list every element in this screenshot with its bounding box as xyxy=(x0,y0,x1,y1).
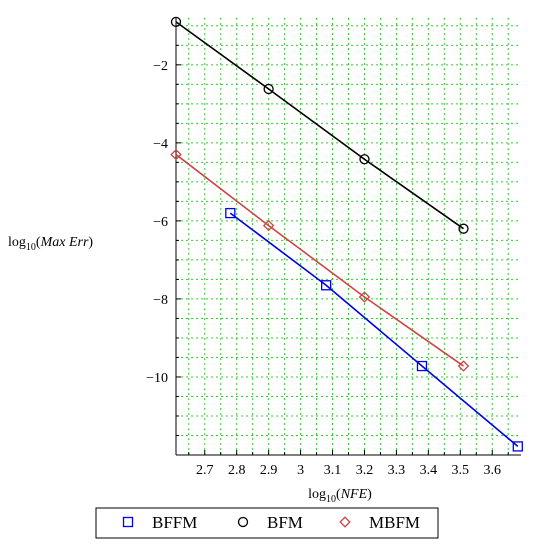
marker-diamond xyxy=(457,360,470,372)
marker-square xyxy=(416,360,428,372)
marker-circle xyxy=(359,154,370,165)
y-ticks: −2 −4 −6 −8 −10 xyxy=(146,25,181,436)
y-tick-label: −10 xyxy=(146,371,168,386)
marker-circle xyxy=(458,223,469,234)
marker-diamond xyxy=(170,148,182,161)
legend-label-bfm: BFM xyxy=(267,513,303,532)
grid xyxy=(176,18,521,455)
x-axis-label: log10(NFE) xyxy=(308,487,372,505)
marker-diamond xyxy=(358,291,371,303)
legend-label-mbfm: MBFM xyxy=(369,513,420,532)
x-tick-label: 2.9 xyxy=(260,463,278,478)
x-ticks: 2.7 2.8 2.9 3 3.1 3.2 3.3 3.4 3.5 3.6 xyxy=(188,450,509,478)
legend-box xyxy=(95,507,439,539)
series-mbfm xyxy=(170,148,470,372)
legend: BFFM BFM MBFM xyxy=(95,507,439,539)
x-tick-label: 3.1 xyxy=(324,463,342,478)
marker-circle xyxy=(263,83,274,95)
x-tick-label: 2.7 xyxy=(196,463,214,478)
series-bfm xyxy=(170,16,469,234)
x-tick-label: 3.2 xyxy=(356,463,374,478)
y-tick-label: −4 xyxy=(153,137,168,152)
series-bffm xyxy=(225,207,523,452)
x-tick-label: 3.4 xyxy=(420,463,438,478)
x-tick-label: 3.3 xyxy=(388,463,406,478)
marker-square xyxy=(320,280,332,291)
legend-label-bffm: BFFM xyxy=(152,513,197,532)
x-tick-label: 3.5 xyxy=(452,463,470,478)
marker-diamond xyxy=(262,219,275,232)
x-tick-label: 3.6 xyxy=(484,463,502,478)
marker-square xyxy=(512,441,523,452)
series-layer xyxy=(170,16,523,452)
legend-marker-bfm xyxy=(237,516,249,528)
y-axis-label: log10(Max Err) xyxy=(8,235,93,253)
legend-marker-mbfm xyxy=(339,516,351,528)
marker-square xyxy=(225,207,236,219)
y-tick-label: −6 xyxy=(153,215,168,230)
series-line-bfm xyxy=(175,21,464,230)
series-line-bffm xyxy=(229,212,519,448)
y-tick-label: −2 xyxy=(153,59,168,74)
legend-marker-bffm xyxy=(122,516,134,528)
x-tick-label: 2.8 xyxy=(228,463,246,478)
x-tick-label: 3 xyxy=(297,463,304,478)
series-line-mbfm xyxy=(175,153,464,367)
marker-circle xyxy=(170,16,182,28)
y-tick-label: −8 xyxy=(153,293,168,308)
